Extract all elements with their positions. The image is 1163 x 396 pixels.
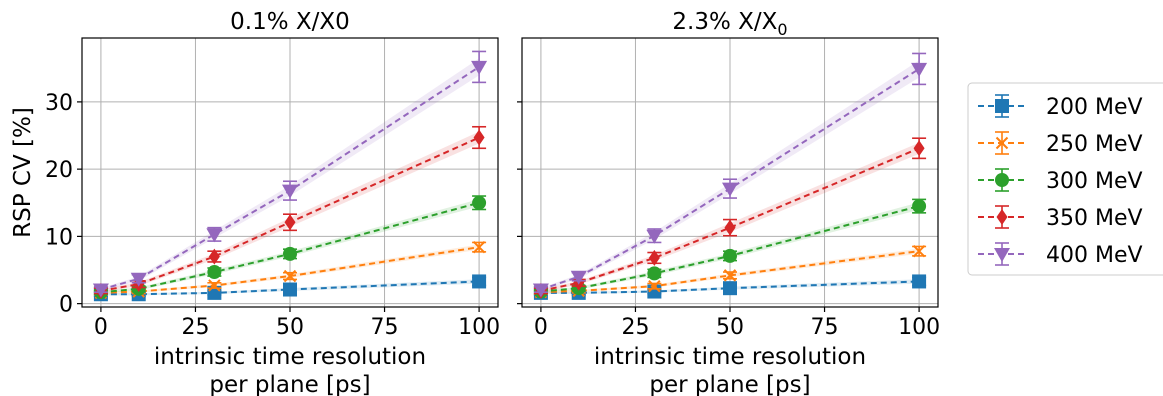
legend-label: 350 MeV (1046, 206, 1143, 231)
data-point-300-mev-50 (283, 246, 297, 261)
y-tick-label-0: 0 (59, 293, 73, 318)
data-point-400-mev-10 (570, 270, 587, 285)
data-point-400-mev-0 (532, 283, 549, 298)
panel-left: 0 25 50 75 100 0 10 20 30 intrinsic time resoluti… (10, 9, 500, 396)
y-axis-label: RSP CV [%] (10, 107, 36, 238)
data-point-250-mev-50-stroke-b (723, 269, 737, 282)
legend-label: 300 MeV (1046, 169, 1143, 194)
legend-marker (995, 99, 1009, 113)
x-tick-label-50: 50 (716, 315, 744, 340)
data-point-350-mev-30 (648, 249, 660, 266)
legend-label: 250 MeV (1046, 132, 1143, 157)
data-point-350-mev-50 (724, 219, 736, 236)
legend-marker (995, 136, 1009, 150)
legend-item-200-mev: 200 MeV (978, 94, 1143, 120)
x-axis-label-line-2: per plane [ps] (649, 372, 810, 396)
data-point-400-mev-100 (911, 62, 928, 77)
data-point-250-mev-30 (648, 279, 661, 293)
data-point-200-mev-50 (723, 281, 737, 296)
x-axis-label-line-1: intrinsic time resolution (154, 344, 426, 370)
data-point-300-mev-30 (647, 266, 662, 281)
legend-frame (967, 82, 1163, 276)
data-point-250-mev-100-stroke-b (912, 244, 926, 258)
x-tick-label-100: 100 (458, 315, 500, 340)
data-point-250-mev-100 (472, 240, 486, 254)
x-tick-label-100: 100 (898, 315, 940, 340)
data-point-300-mev-30 (207, 265, 222, 280)
data-point-250-mev-100-stroke-b (472, 240, 486, 254)
data-point-200-mev-30 (647, 284, 662, 299)
x-tick-label-0: 0 (94, 315, 108, 340)
legend-marker (995, 173, 1009, 187)
series-line-350-mev (540, 147, 920, 292)
data-point-400-mev-30 (206, 228, 223, 243)
data-point-250-mev-30-stroke-b (208, 279, 221, 292)
data-point-400-mev-0 (92, 283, 109, 298)
x-tick-label-75: 75 (811, 315, 839, 340)
x-axis-label-line-1: intrinsic time resolution (594, 344, 866, 370)
legend-item-350-mev: 350 MeV (978, 205, 1143, 231)
panel-title: 0.1% X/X0 (230, 9, 350, 35)
y-tick-label-20: 20 (45, 158, 73, 183)
x-tick-label-0: 0 (534, 315, 548, 340)
legend-marker (996, 209, 1008, 225)
data-point-400-mev-30 (646, 229, 663, 244)
data-point-250-mev-30-stroke-b (648, 279, 661, 293)
legend-item-250-mev: 250 MeV (978, 131, 1143, 157)
legend-label: 200 MeV (1046, 95, 1143, 120)
legend-label: 400 MeV (1046, 243, 1143, 268)
data-point-400-mev-10 (130, 272, 147, 287)
data-point-250-mev-50 (283, 269, 297, 283)
legend-item-300-mev: 300 MeV (978, 168, 1143, 194)
x-tick-label-25: 25 (181, 315, 209, 340)
data-point-350-mev-50 (284, 214, 296, 231)
data-point-300-mev-50 (723, 248, 737, 263)
y-tick-label-10: 10 (45, 225, 73, 250)
x-tick-label-25: 25 (621, 315, 649, 340)
x-tick-label-50: 50 (276, 315, 304, 340)
series-line-350-mev (100, 136, 480, 292)
legend: 200 MeV 250 MeV 300 MeV 350 MeV 400 MeV (967, 82, 1163, 276)
data-point-200-mev-100 (472, 274, 487, 289)
panel-title-main: 2.3% X/X (672, 9, 777, 35)
panel-title: 2.3% X/X0 (672, 9, 787, 39)
legend-marker (994, 248, 1010, 262)
x-axis-label-line-2: per plane [ps] (209, 372, 370, 396)
data-point-350-mev-30 (208, 248, 220, 265)
data-point-350-mev-100 (473, 129, 485, 146)
data-point-250-mev-50 (723, 269, 737, 282)
data-point-400-mev-100 (471, 60, 488, 75)
data-point-350-mev-100 (913, 140, 925, 157)
data-point-400-mev-50 (282, 184, 298, 199)
data-point-200-mev-50 (283, 282, 297, 297)
data-point-200-mev-100 (912, 274, 927, 289)
data-point-250-mev-50-stroke-b (283, 269, 297, 283)
data-point-250-mev-100 (912, 244, 926, 258)
x-tick-label-75: 75 (371, 315, 399, 340)
data-point-400-mev-50 (722, 182, 738, 197)
data-point-250-mev-30 (208, 279, 221, 292)
legend-item-400-mev: 400 MeV (978, 242, 1143, 268)
data-point-300-mev-100 (912, 199, 927, 214)
data-point-300-mev-100 (472, 195, 487, 210)
panel-title-subscript: 0 (777, 20, 787, 39)
y-tick-label-30: 30 (45, 91, 73, 116)
legend-marker-stroke-b (995, 136, 1009, 150)
